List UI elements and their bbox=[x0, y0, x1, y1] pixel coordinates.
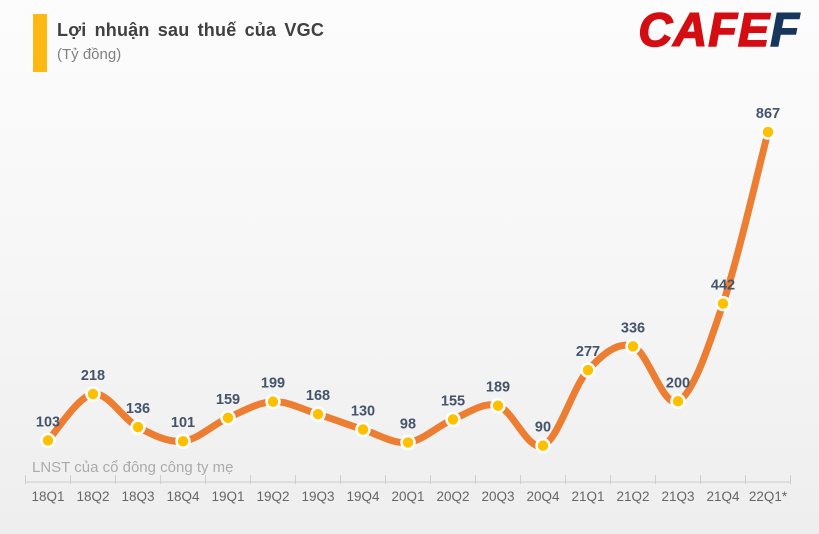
x-tick-label-20Q3: 20Q3 bbox=[481, 489, 514, 504]
data-point-19Q3 bbox=[310, 406, 326, 422]
data-point-19Q4 bbox=[355, 421, 371, 438]
data-point-18Q2 bbox=[85, 386, 101, 402]
cafef-logo-blue-text: F bbox=[770, 3, 800, 56]
x-tick-label-19Q4: 19Q4 bbox=[346, 489, 380, 504]
x-tick-label-18Q4: 18Q4 bbox=[166, 489, 200, 504]
cafef-logo: CAFEF bbox=[638, 3, 800, 56]
x-tick-label-19Q3: 19Q3 bbox=[301, 489, 334, 504]
x-tick-label-18Q2: 18Q2 bbox=[76, 489, 109, 504]
x-tick-label-19Q1: 19Q1 bbox=[211, 489, 244, 504]
x-tick-label-20Q2: 20Q2 bbox=[436, 489, 469, 504]
x-tick-label-18Q3: 18Q3 bbox=[121, 489, 154, 504]
data-point-18Q3 bbox=[130, 419, 146, 435]
chart-unit-subtitle: (Tỷ đồng) bbox=[57, 46, 122, 63]
x-tick-label-21Q4: 21Q4 bbox=[706, 489, 740, 504]
data-label-19Q2: 199 bbox=[261, 376, 285, 392]
x-tick-label-19Q2: 19Q2 bbox=[256, 489, 289, 504]
data-label-20Q3: 189 bbox=[486, 380, 510, 396]
data-label-20Q1: 98 bbox=[400, 416, 416, 432]
data-point-22Q1* bbox=[760, 124, 776, 140]
chart-title: Lợi nhuận sau thuế của VGC bbox=[57, 20, 325, 40]
data-point-20Q1 bbox=[400, 434, 416, 451]
data-label-19Q4: 130 bbox=[351, 404, 375, 420]
data-point-18Q4 bbox=[175, 433, 191, 449]
series-label: LNST của cổ đông công ty mẹ bbox=[32, 459, 234, 476]
x-tick-label-18Q1: 18Q1 bbox=[31, 489, 64, 504]
x-tick-label-20Q4: 20Q4 bbox=[526, 489, 560, 504]
x-tick-label-21Q1: 21Q1 bbox=[571, 489, 604, 504]
data-label-21Q4: 442 bbox=[711, 278, 735, 294]
data-label-19Q1: 159 bbox=[216, 392, 240, 408]
series-line bbox=[44, 128, 772, 450]
data-label-22Q1*: 867 bbox=[756, 106, 780, 122]
title-accent-bar bbox=[33, 14, 47, 72]
x-tick-label-21Q2: 21Q2 bbox=[616, 489, 649, 504]
data-point-20Q3 bbox=[490, 397, 506, 414]
data-point-19Q1 bbox=[220, 410, 236, 426]
data-label-18Q2: 218 bbox=[81, 368, 105, 384]
data-label-20Q4: 90 bbox=[535, 420, 551, 436]
data-point-21Q2 bbox=[625, 338, 641, 355]
cafef-logo-red-text: CAFE bbox=[638, 3, 771, 56]
data-label-18Q4: 101 bbox=[171, 415, 195, 431]
x-tick-label-20Q1: 20Q1 bbox=[391, 489, 424, 504]
data-label-21Q1: 277 bbox=[576, 344, 600, 360]
data-point-21Q3 bbox=[670, 393, 686, 410]
data-point-18Q1 bbox=[40, 432, 56, 449]
data-point-21Q4 bbox=[715, 295, 731, 312]
data-label-20Q2: 155 bbox=[441, 393, 465, 409]
data-point-20Q4 bbox=[535, 437, 551, 454]
data-label-21Q2: 336 bbox=[621, 320, 645, 336]
data-label-21Q3: 200 bbox=[666, 375, 690, 391]
data-point-19Q2 bbox=[265, 393, 281, 410]
x-tick-label-21Q3: 21Q3 bbox=[661, 489, 694, 504]
data-point-21Q1 bbox=[580, 362, 596, 378]
data-label-18Q1: 103 bbox=[36, 414, 60, 430]
data-point-20Q2 bbox=[445, 411, 461, 428]
x-tick-label-22Q1*: 22Q1* bbox=[749, 489, 788, 504]
data-label-19Q3: 168 bbox=[306, 388, 330, 404]
data-label-18Q3: 136 bbox=[126, 401, 150, 417]
